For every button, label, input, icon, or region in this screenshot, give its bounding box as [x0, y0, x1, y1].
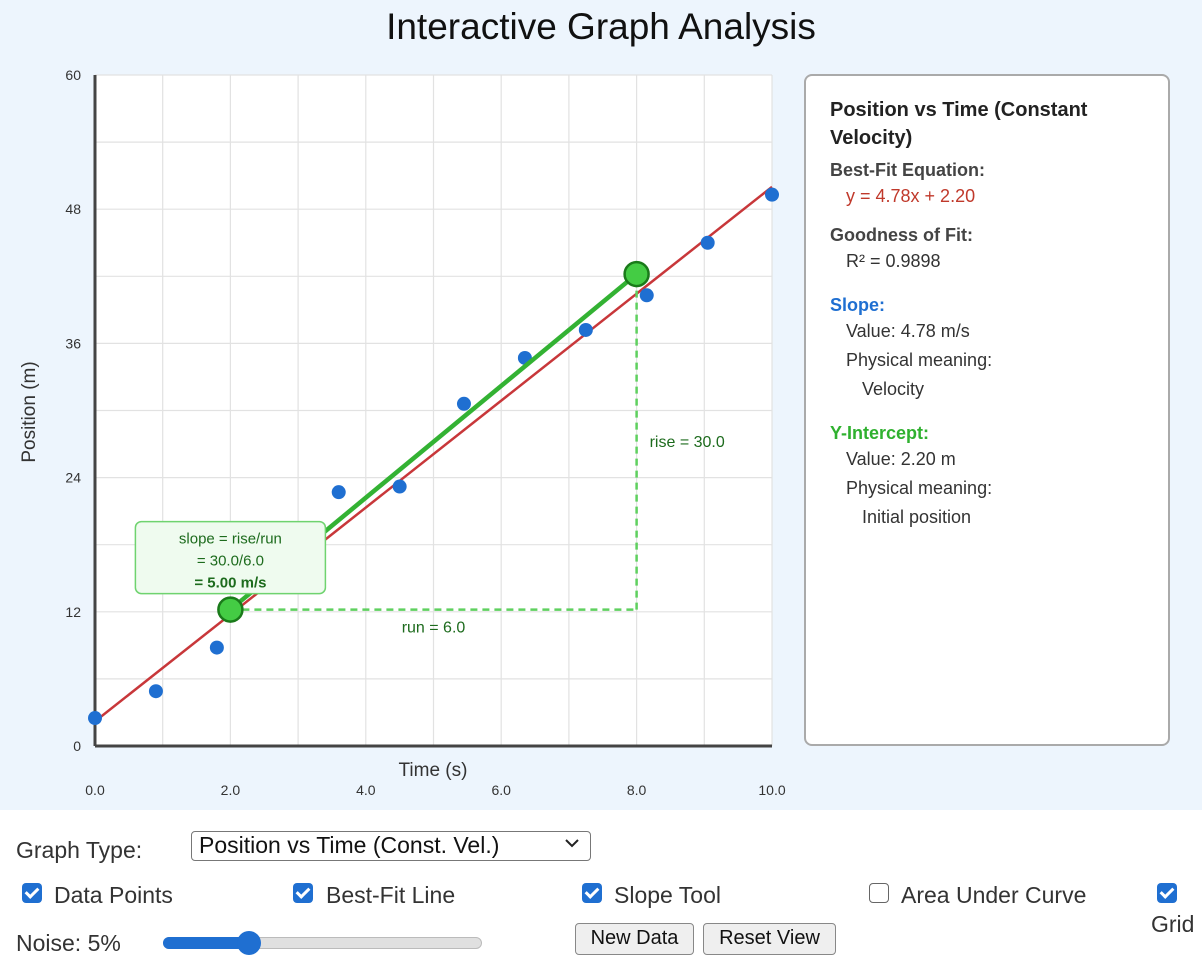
equation-value: y = 4.78x + 2.20: [846, 186, 976, 206]
y-axis-label: Position (m): [19, 361, 40, 462]
slope-handle-start[interactable]: [217, 596, 244, 623]
data-points-label[interactable]: Data Points: [54, 882, 173, 908]
area-under-curve-checkbox[interactable]: [869, 883, 889, 903]
new-data-button[interactable]: New Data: [575, 923, 694, 955]
chevron-down-icon: [565, 839, 579, 848]
y-tick-label: 0: [73, 738, 81, 754]
data-point: [392, 479, 407, 494]
data-point: [700, 235, 715, 250]
slope-annotation-line: slope = rise/run: [179, 531, 282, 548]
intercept-meaning: Initial position: [862, 507, 972, 527]
y-tick-label: 48: [65, 201, 81, 217]
page-title: Interactive Graph Analysis: [386, 6, 816, 47]
x-axis-label: Time (s): [399, 760, 468, 781]
y-tick-label: 24: [65, 470, 81, 486]
run-label: run = 6.0: [402, 620, 466, 637]
x-tick-label: 8.0: [627, 782, 647, 798]
y-tick-label: 60: [65, 67, 81, 83]
intercept-value: Value: 2.20 m: [846, 449, 956, 469]
data-point: [639, 288, 654, 303]
y-tick-label: 12: [65, 604, 81, 620]
data-point: [148, 684, 163, 699]
data-point: [88, 711, 102, 726]
y-tick-label: 36: [65, 335, 81, 351]
intercept-meaning-label: Physical meaning:: [846, 478, 993, 498]
slope-handle-end[interactable]: [623, 260, 650, 288]
slope-annotation-box: [134, 520, 327, 595]
slope-heading: Slope:: [830, 295, 886, 315]
data-point: [209, 640, 224, 655]
best-fit-checkbox[interactable]: [293, 883, 313, 903]
grid-checkbox[interactable]: [1157, 883, 1177, 903]
slope-annotation-line: = 5.00 m/s: [194, 575, 266, 592]
equation-heading: Best-Fit Equation:: [830, 160, 985, 180]
slope-tool-checkbox[interactable]: [582, 883, 602, 903]
r-squared-value: R² = 0.9898: [846, 251, 941, 271]
data-points-checkbox[interactable]: [22, 883, 42, 903]
best-fit-line: [94, 185, 773, 723]
slope-meaning: Velocity: [862, 379, 925, 399]
x-tick-label: 2.0: [221, 782, 241, 798]
noise-slider-thumb[interactable]: [237, 931, 262, 955]
x-tick-label: 6.0: [491, 782, 511, 798]
slope-meaning-label: Physical meaning:: [846, 350, 993, 370]
graph-type-select[interactable]: Position vs Time (Const. Vel.): [191, 831, 591, 861]
reset-view-button[interactable]: Reset View: [703, 923, 836, 955]
info-panel: Position vs Time (Constant Velocity) Bes…: [804, 74, 1170, 746]
x-tick-label: 0.0: [85, 782, 105, 798]
x-tick-label: 10.0: [758, 782, 785, 798]
rise-label: rise = 30.0: [650, 434, 725, 451]
panel-title: Position vs Time (Constant Velocity): [830, 99, 1088, 149]
intercept-heading: Y-Intercept:: [830, 423, 930, 443]
area-under-curve-label[interactable]: Area Under Curve: [901, 882, 1087, 908]
x-tick-label: 4.0: [356, 782, 376, 798]
noise-label: Noise: 5%: [16, 930, 121, 956]
data-point: [765, 187, 779, 202]
graph-type-label: Graph Type:: [16, 837, 143, 863]
grid-label[interactable]: Grid: [1151, 911, 1195, 937]
graph-chart[interactable]: 0.0 2.0 4.0 6.0 8.0 10.0 0 12 24 36 48 60 rise = 30…: [0, 0, 800, 810]
slope-value: Value: 4.78 m/s: [846, 321, 970, 341]
best-fit-label[interactable]: Best-Fit Line: [326, 882, 456, 908]
data-point: [578, 322, 593, 337]
fit-heading: Goodness of Fit:: [830, 225, 973, 245]
data-point: [456, 396, 471, 411]
slope-annotation-line: = 30.0/6.0: [197, 553, 264, 570]
data-point: [331, 485, 346, 500]
graph-type-selected: Position vs Time (Const. Vel.): [199, 832, 500, 858]
noise-slider-fill: [163, 937, 250, 949]
slope-tool-label[interactable]: Slope Tool: [614, 882, 721, 908]
